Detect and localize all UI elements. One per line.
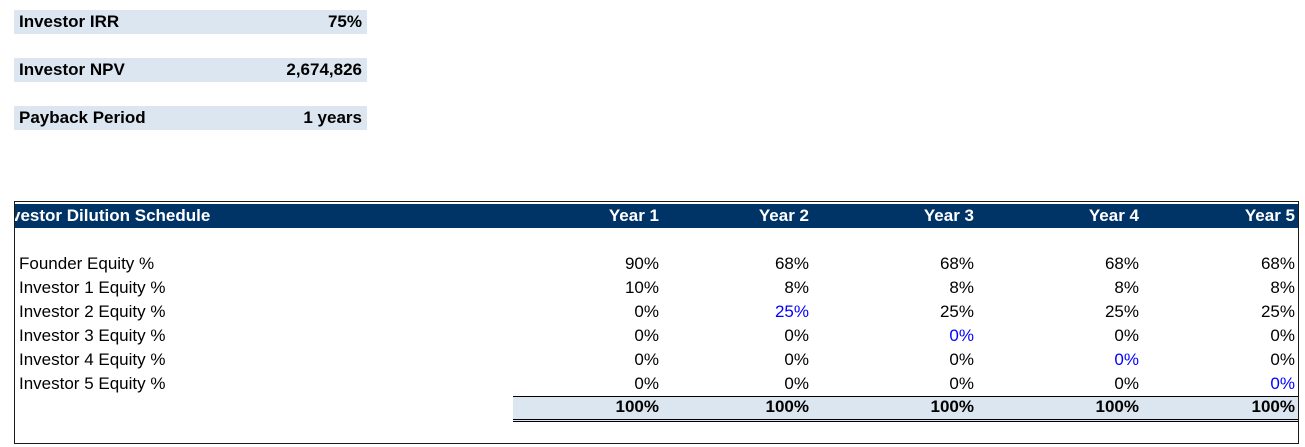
metric-value: 1 years	[303, 108, 362, 127]
cell-value: 8%	[949, 278, 974, 297]
cell-value: 0%	[784, 374, 809, 393]
cell-value: 0%	[634, 350, 659, 369]
cell-value: 0%	[1270, 350, 1295, 369]
row-label: Investor 3 Equity %	[19, 326, 166, 345]
cell-value: 0%	[949, 326, 974, 345]
cell-value: 0%	[634, 326, 659, 345]
table-header: vestor Dilution Schedule Year 1 Year 2 Yea…	[15, 204, 1298, 228]
cell-value: 0%	[949, 350, 974, 369]
cell-value: 0%	[1114, 374, 1139, 393]
cell-value: 25%	[774, 302, 809, 321]
row-label: Investor 4 Equity %	[19, 350, 166, 369]
cell-value: 8%	[784, 278, 809, 297]
column-header: Year 5	[1244, 206, 1295, 225]
cell-value: 68%	[1260, 254, 1295, 273]
cell-value: 0%	[634, 302, 659, 321]
cell-value: 8%	[1270, 278, 1295, 297]
cell-value: 8%	[1114, 278, 1139, 297]
cell-value: 25%	[939, 302, 974, 321]
column-header: Year 2	[758, 206, 809, 225]
cell-value: 0%	[784, 326, 809, 345]
total-value: 100%	[615, 397, 659, 416]
cell-value: 25%	[1104, 302, 1139, 321]
cell-value: 68%	[939, 254, 974, 273]
cell-value: 0%	[949, 374, 974, 393]
cell-value: 0%	[1270, 326, 1295, 345]
metric-label: Investor IRR	[19, 12, 120, 31]
metric-row: Payback Period 1 years	[14, 106, 367, 130]
cell-value: 0%	[634, 374, 659, 393]
metric-value: 75%	[327, 12, 362, 31]
total-value: 100%	[1095, 397, 1139, 416]
metric-value: 2,674,826	[286, 60, 362, 79]
metric-label: Payback Period	[19, 108, 146, 127]
cell-value: 68%	[1104, 254, 1139, 273]
metric-row: Investor IRR 75%	[14, 10, 367, 34]
total-value: 100%	[930, 397, 974, 416]
cell-value: 90%	[624, 254, 659, 273]
column-header: Year 3	[923, 206, 974, 225]
cell-value: 0%	[1114, 326, 1139, 345]
total-value: 100%	[1251, 397, 1295, 416]
metric-label: Investor NPV	[19, 60, 125, 79]
cell-value: 25%	[1260, 302, 1295, 321]
totals-band	[513, 396, 1298, 422]
cell-value: 0%	[1270, 374, 1295, 393]
metric-row: Investor NPV 2,674,826	[14, 58, 367, 82]
column-header: Year 1	[608, 206, 659, 225]
table-title: vestor Dilution Schedule	[14, 206, 211, 225]
dilution-table: vestor Dilution Schedule Year 1 Year 2 Yea…	[14, 201, 1299, 444]
cell-value: 0%	[784, 350, 809, 369]
row-label: Investor 2 Equity %	[19, 302, 166, 321]
cell-value: 68%	[774, 254, 809, 273]
cell-value: 10%	[624, 278, 659, 297]
cell-value: 0%	[1114, 350, 1139, 369]
column-header: Year 4	[1088, 206, 1139, 225]
total-value: 100%	[765, 397, 809, 416]
row-label: Investor 1 Equity %	[19, 278, 166, 297]
row-label: Investor 5 Equity %	[19, 374, 166, 393]
row-label: Founder Equity %	[19, 254, 155, 273]
